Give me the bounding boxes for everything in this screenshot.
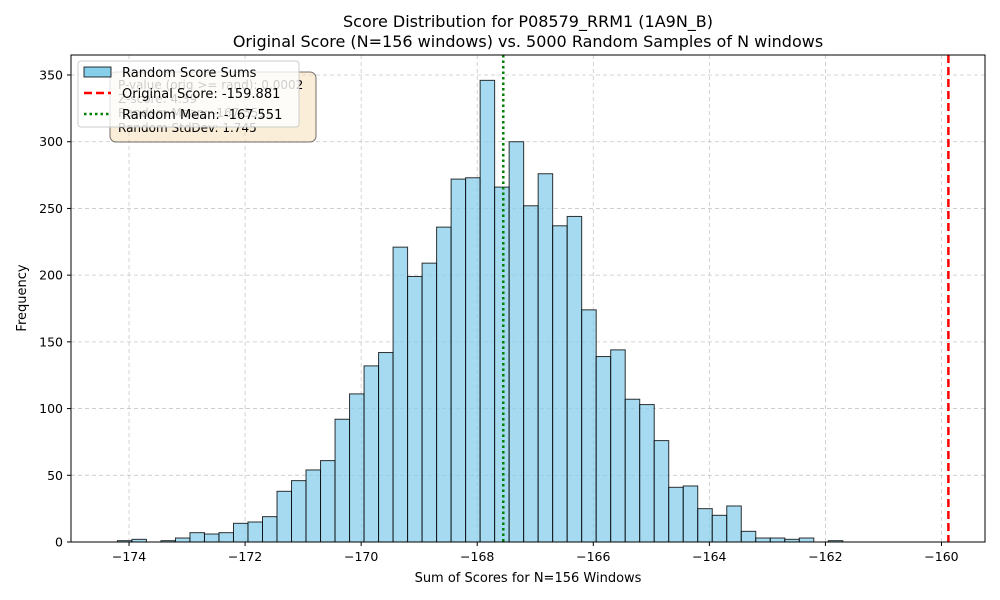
histogram-bar [306, 470, 321, 542]
y-axis-ticks: 0 50 100 150 200 250 300 350 [39, 68, 71, 550]
legend-label-histogram: Random Score Sums [122, 66, 257, 81]
histogram-bar [190, 533, 205, 542]
x-tick-label: −170 [344, 549, 378, 564]
histogram-bar [524, 206, 539, 542]
y-tick-label: 100 [39, 401, 63, 416]
histogram-bar [175, 538, 190, 542]
x-tick-label: −162 [808, 549, 842, 564]
histogram-bar [596, 357, 611, 542]
histogram-bar [292, 481, 307, 542]
histogram-bar [393, 247, 408, 542]
y-axis-label: Frequency [15, 264, 30, 331]
histogram-bar [669, 487, 684, 542]
x-tick-label: −160 [924, 549, 958, 564]
histogram-bar [466, 178, 481, 542]
histogram-bar [770, 538, 785, 542]
y-tick-label: 350 [39, 68, 63, 83]
y-tick-label: 250 [39, 201, 63, 216]
histogram-bar [219, 533, 234, 542]
histogram-bar [263, 517, 278, 542]
x-tick-label: −164 [692, 549, 726, 564]
histogram-bar [538, 174, 553, 542]
x-tick-label: −166 [576, 549, 610, 564]
histogram-bar [335, 419, 350, 542]
histogram-bar [364, 366, 379, 542]
histogram-bar [756, 538, 771, 542]
histogram-bar [567, 216, 582, 542]
y-tick-label: 300 [39, 134, 63, 149]
histogram-bar [204, 534, 219, 542]
legend-label-mean: Random Mean: -167.551 [122, 108, 282, 123]
y-tick-label: 0 [55, 535, 63, 550]
histogram-bar [640, 405, 655, 542]
chart-subtitle: Original Score (N=156 windows) vs. 5000 … [233, 32, 823, 51]
histogram-bar [698, 509, 713, 542]
histogram-bar [277, 491, 292, 542]
histogram-bar [741, 531, 756, 542]
legend-label-original: Original Score: -159.881 [122, 87, 280, 102]
histogram-bar [248, 522, 263, 542]
legend-swatch-histogram [84, 67, 111, 77]
histogram-bar [625, 399, 640, 542]
x-axis-ticks: −174 −172 −170 −168 −166 −164 −162 −160 [112, 542, 959, 564]
histogram-bar [379, 353, 394, 542]
histogram-bar [408, 276, 423, 542]
x-tick-label: −168 [460, 549, 494, 564]
histogram-bar [582, 310, 597, 542]
y-tick-label: 200 [39, 268, 63, 283]
histogram-bar [495, 187, 510, 542]
histogram-bar [553, 226, 568, 542]
y-tick-label: 50 [47, 468, 63, 483]
histogram-bar [509, 142, 524, 542]
histogram-bar [654, 441, 669, 542]
legend: Random Score Sums Original Score: -159.8… [78, 61, 299, 127]
x-tick-label: −172 [228, 549, 262, 564]
histogram-bar [727, 506, 742, 542]
y-tick-label: 150 [39, 334, 63, 349]
histogram-bar [799, 538, 814, 542]
x-axis-label: Sum of Scores for N=156 Windows [415, 571, 642, 586]
histogram-bar [437, 227, 452, 542]
histogram-bar [321, 461, 336, 542]
histogram-bar [451, 179, 466, 542]
histogram-bar [712, 515, 727, 542]
histogram-bar [422, 263, 437, 542]
histogram-bar [480, 80, 495, 542]
histogram-bar [611, 350, 626, 542]
histogram-bar [233, 523, 248, 542]
histogram-bars [117, 80, 842, 542]
histogram-bar [683, 486, 698, 542]
chart-title: Score Distribution for P08579_RRM1 (1A9N… [343, 12, 713, 32]
histogram-bar [350, 394, 365, 542]
x-tick-label: −174 [112, 549, 146, 564]
